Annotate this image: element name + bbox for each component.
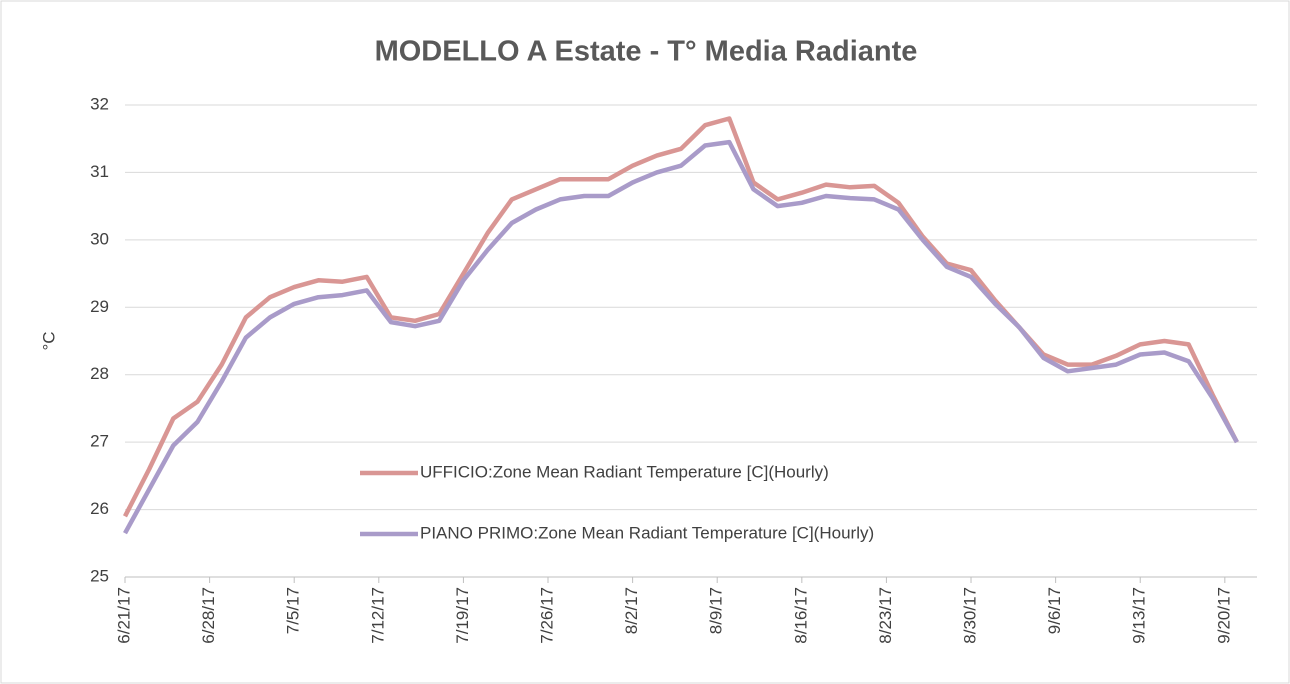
- y-tick-label: 28: [90, 364, 109, 383]
- x-tick-label: 8/23/17: [876, 587, 895, 644]
- x-tick-label: 7/5/17: [284, 587, 303, 634]
- y-tick-label: 25: [90, 566, 109, 585]
- line-series: [123, 139, 1239, 535]
- y-tick-label: 29: [90, 297, 109, 316]
- y-tick-label: 31: [90, 162, 109, 181]
- legend-label: PIANO PRIMO:Zone Mean Radiant Temperatur…: [420, 523, 874, 542]
- line-series: [122, 116, 1239, 518]
- y-tick-label: 32: [90, 94, 109, 113]
- x-tick-label: 6/21/17: [114, 587, 133, 644]
- x-tick-label: 8/16/17: [791, 587, 810, 644]
- y-axis-label: °C: [39, 331, 58, 350]
- y-tick-label: 27: [90, 432, 109, 451]
- legend-label: UFFICIO:Zone Mean Radiant Temperature [C…: [420, 462, 829, 481]
- x-tick-label: 8/2/17: [622, 587, 641, 634]
- x-tick-label: 7/19/17: [453, 587, 472, 644]
- chart-title: MODELLO A Estate - T° Media Radiante: [375, 36, 918, 68]
- x-tick-label: 8/9/17: [707, 587, 726, 634]
- x-tick-label: 9/13/17: [1130, 587, 1149, 644]
- x-tick-label: 9/6/17: [1045, 587, 1064, 634]
- y-tick-label: 26: [90, 499, 109, 518]
- x-tick-label: 6/28/17: [199, 587, 218, 644]
- x-tick-label: 7/26/17: [537, 587, 556, 644]
- x-tick-label: 8/30/17: [961, 587, 980, 644]
- y-tick-label: 30: [90, 229, 109, 248]
- x-tick-label: 7/12/17: [368, 587, 387, 644]
- x-tick-label: 9/20/17: [1214, 587, 1233, 644]
